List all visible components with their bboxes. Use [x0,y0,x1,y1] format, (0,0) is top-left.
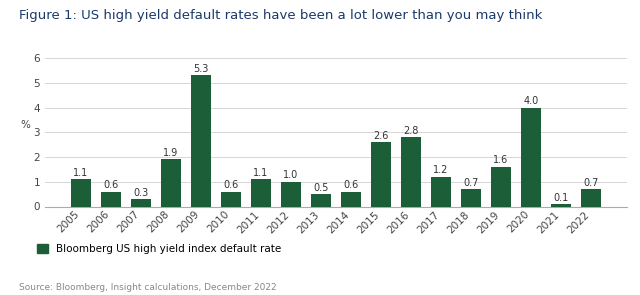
Text: 1.2: 1.2 [433,165,449,175]
Bar [131,199,151,206]
Bar [521,108,541,206]
Y-axis label: %: % [20,120,30,130]
Text: 1.1: 1.1 [74,168,89,178]
Text: 0.5: 0.5 [314,183,329,193]
Text: 5.3: 5.3 [193,64,209,74]
Text: 0.7: 0.7 [463,178,479,188]
Text: 0.6: 0.6 [344,180,358,190]
Text: 1.1: 1.1 [253,168,269,178]
Bar [431,177,451,206]
Text: 2.6: 2.6 [373,131,388,141]
Text: Source: Bloomberg, Insight calculations, December 2022: Source: Bloomberg, Insight calculations,… [19,283,277,292]
Text: 0.7: 0.7 [583,178,598,188]
Text: 0.3: 0.3 [133,188,148,198]
Bar [252,179,271,206]
Text: 4.0: 4.0 [524,96,539,106]
Text: 1.0: 1.0 [284,170,299,180]
Bar [401,137,420,206]
Text: 0.6: 0.6 [104,180,118,190]
Bar [341,192,361,206]
Bar [461,189,481,206]
Text: Figure 1: US high yield default rates have been a lot lower than you may think: Figure 1: US high yield default rates ha… [19,9,543,22]
Bar [371,142,391,206]
Bar [551,204,571,206]
Bar [191,75,211,206]
Bar [101,192,121,206]
Bar [161,160,180,206]
Bar [492,167,511,206]
Text: 0.6: 0.6 [223,180,239,190]
Bar [581,189,601,206]
Bar [71,179,91,206]
Bar [281,182,301,206]
Legend: Bloomberg US high yield index default rate: Bloomberg US high yield index default ra… [37,244,281,254]
Bar [311,194,331,206]
Text: 0.1: 0.1 [554,193,568,203]
Text: 1.6: 1.6 [493,155,509,165]
Text: 2.8: 2.8 [403,126,419,136]
Text: 1.9: 1.9 [163,148,179,158]
Bar [221,192,241,206]
